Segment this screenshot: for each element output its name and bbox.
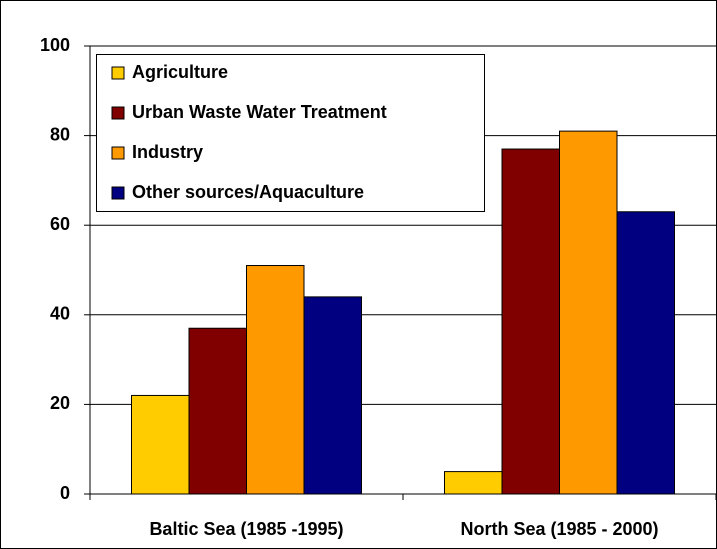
bar [559,130,618,495]
legend-label: Other sources/Aquaculture [132,182,364,202]
legend-swatch [111,66,125,80]
legend-label: Industry [132,142,203,162]
y-tick-label: 0 [60,483,70,503]
y-tick-label: 40 [50,304,70,324]
bar [246,265,305,495]
y-tick-label: 80 [50,124,70,144]
legend-box [96,54,485,212]
y-tick-label: 100 [40,35,70,55]
legend-swatch [111,106,125,120]
bar [131,394,190,495]
bar [616,211,675,495]
y-tick-label: 20 [50,393,70,413]
y-tick-label: 60 [50,214,70,234]
legend-swatch [111,186,125,200]
x-tick-label: Baltic Sea (1985 -1995) [149,519,343,539]
bar [303,296,362,495]
legend-label: Urban Waste Water Treatment [132,102,387,122]
bar [501,148,560,495]
bar [444,471,503,495]
bar [188,327,247,495]
legend-label: Agriculture [132,62,228,82]
legend-swatch [111,146,125,160]
x-tick-label: North Sea (1985 - 2000) [460,519,658,539]
